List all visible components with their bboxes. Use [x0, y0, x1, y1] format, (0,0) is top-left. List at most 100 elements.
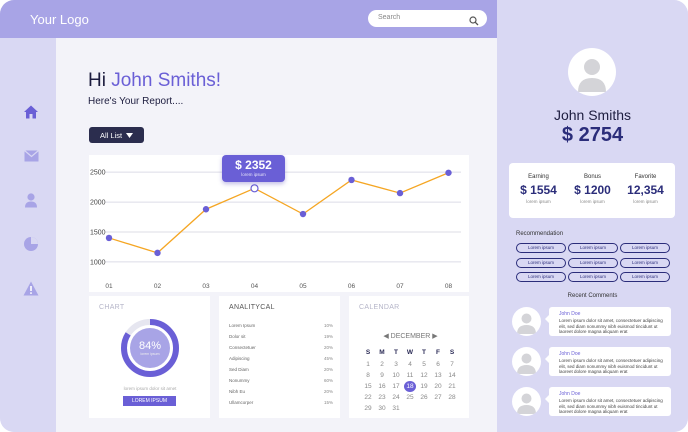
analytical-row: Dolor sit 19%	[229, 334, 333, 345]
analytical-value: 60%	[323, 378, 333, 383]
data-point	[445, 169, 452, 176]
top-bar: Your Logo Search	[0, 0, 497, 38]
commenter-avatar[interactable]	[512, 347, 541, 376]
recommendation-pill[interactable]: Lorem ipsum	[568, 258, 618, 268]
comment-author[interactable]: John Doe	[559, 391, 581, 397]
tooltip-label: lorem ipsum	[241, 172, 266, 177]
calendar-day[interactable]: 10	[392, 372, 400, 379]
calendar-day[interactable]: 15	[364, 383, 372, 390]
calendar-day[interactable]: 22	[364, 394, 372, 401]
calendar-day[interactable]: 9	[380, 372, 384, 379]
comment-text: Lorem ipsum dolor sit amet, consectetuer…	[559, 358, 663, 374]
calendar-day[interactable]: 24	[392, 394, 400, 401]
comment-bubble: John Doe Lorem ipsum dolor sit amet, cons…	[545, 387, 671, 416]
recommendation-pill[interactable]: Lorem ipsum	[516, 258, 566, 268]
next-month-icon[interactable]: ▶	[432, 333, 438, 340]
y-tick-label: 1500	[90, 229, 106, 236]
comment-author[interactable]: John Doe	[559, 311, 581, 317]
mail-icon[interactable]	[22, 147, 40, 165]
calendar-day[interactable]: 4	[408, 361, 412, 368]
calendar-day[interactable]: 14	[448, 372, 456, 379]
y-tick-label: 2500	[90, 170, 106, 177]
comment-text: Lorem ipsum dolor sit amet, consectetuer…	[559, 398, 663, 414]
x-tick-label: 03	[202, 283, 210, 290]
logo[interactable]: Your Logo	[30, 12, 89, 27]
calendar-day[interactable]: 21	[448, 383, 456, 390]
x-tick-label: 06	[348, 283, 356, 290]
data-point	[202, 206, 210, 213]
comment-bubble: John Doe Lorem ipsum dolor sit amet, cons…	[545, 347, 671, 376]
lorem-ipsum-button[interactable]: LOREM IPSUM	[123, 396, 176, 406]
commenter-avatar[interactable]	[512, 307, 541, 336]
calendar-day[interactable]: 17	[392, 383, 400, 390]
alert-icon[interactable]	[22, 279, 40, 297]
donut-sublabel: lorem ipsum	[140, 352, 160, 356]
analytical-key: Lorem Ipsum	[229, 323, 256, 328]
recommendation-pill[interactable]: Lorem ipsum	[516, 272, 566, 282]
calendar-day[interactable]: 13	[434, 372, 442, 379]
recommendation-pill[interactable]: Lorem ipsum	[620, 243, 670, 253]
calendar-card: CALENDAR	[349, 296, 469, 418]
comment-bubble: John Doe Lorem ipsum dolor sit amet, cons…	[545, 307, 671, 336]
calendar-day[interactable]: 8	[366, 372, 370, 379]
recommendation-pill[interactable]: Lorem ipsum	[568, 272, 618, 282]
stat-earning: Earning $ 1554 lorem ipsum	[520, 174, 557, 204]
stat-bonus: Bonus $ 1200 lorem ipsum	[574, 174, 611, 204]
weekday-label: T	[422, 349, 426, 356]
user-icon[interactable]	[22, 191, 40, 209]
analytical-key: Nibh Eu	[229, 389, 246, 394]
analytical-row: Ullamcorper 15%	[229, 400, 333, 411]
analytical-row: Sed Diam 20%	[229, 367, 333, 378]
user-name-highlight: John Smiths!	[111, 70, 222, 91]
x-tick-label: 07	[396, 283, 404, 290]
calendar-day[interactable]: 29	[364, 405, 372, 412]
calendar-day[interactable]: 16	[378, 383, 386, 390]
calendar-day[interactable]: 5	[422, 361, 426, 368]
calendar-day[interactable]: 12	[420, 372, 428, 379]
y-tick-label: 1000	[90, 259, 106, 266]
all-list-dropdown[interactable]: All List	[89, 127, 144, 143]
data-point	[299, 210, 307, 218]
x-tick-label: 04	[251, 283, 259, 290]
comment-author[interactable]: John Doe	[559, 351, 581, 357]
calendar-day[interactable]: 2	[380, 361, 384, 368]
calendar-day[interactable]: 19	[420, 383, 428, 390]
data-point	[154, 249, 161, 257]
recent-comments-title: Recent Comments	[567, 293, 618, 299]
calendar-day[interactable]: 1	[366, 361, 370, 368]
profile-avatar[interactable]	[568, 48, 616, 96]
calendar-day[interactable]: 6	[436, 361, 440, 368]
recommendation-pill[interactable]: Lorem ipsum	[620, 258, 670, 268]
calendar-day[interactable]: 31	[392, 405, 400, 412]
calendar-day[interactable]: 11	[406, 372, 414, 379]
analytical-value: 10%	[323, 323, 333, 328]
analytical-key: Adipiscing	[229, 356, 250, 361]
recommendation-pill[interactable]: Lorem ipsum	[620, 272, 670, 282]
calendar-day[interactable]: 28	[448, 394, 456, 401]
recommendation-pill[interactable]: Lorem ipsum	[568, 243, 618, 253]
calendar-day[interactable]: 7	[450, 361, 454, 368]
calendar-day[interactable]: 30	[378, 405, 386, 412]
commenter-avatar[interactable]	[512, 387, 541, 416]
calendar-day[interactable]: 26	[420, 394, 428, 401]
x-tick-label: 02	[154, 283, 162, 290]
pie-chart-icon[interactable]	[22, 235, 40, 253]
calendar-day[interactable]: 3	[394, 361, 398, 368]
search-input[interactable]: Search	[368, 10, 487, 27]
calendar-day[interactable]: 20	[434, 383, 442, 390]
greeting-title: Hi John Smiths!	[88, 70, 222, 91]
calendar-day-selected[interactable]: 18	[404, 381, 416, 392]
search-icon[interactable]	[469, 13, 479, 31]
profile-balance: $ 2754	[561, 124, 624, 146]
prev-month-icon[interactable]: ◀	[383, 333, 389, 340]
recommendation-pill[interactable]: Lorem ipsum	[516, 243, 566, 253]
calendar-day[interactable]: 23	[378, 394, 386, 401]
calendar-day[interactable]: 25	[406, 394, 414, 401]
analytical-value: 45%	[323, 356, 333, 361]
chart-tooltip: $ 2352 lorem ipsum	[222, 155, 285, 182]
weekday-label: F	[436, 349, 440, 356]
home-icon[interactable]	[22, 103, 40, 121]
calendar-day[interactable]: 27	[434, 394, 442, 401]
data-point	[348, 176, 355, 184]
